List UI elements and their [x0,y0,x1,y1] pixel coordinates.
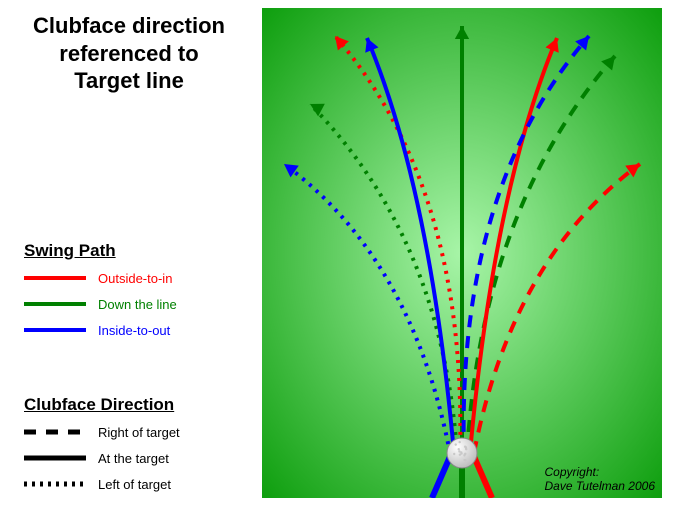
page-title: Clubface direction referenced to Target … [14,12,244,95]
clubface-direction-legend: Clubface Direction Right of target At the… [24,395,180,499]
swing-path-label: Down the line [98,297,177,312]
swing-path-label: Inside-to-out [98,323,170,338]
swing-path-legend-row: Down the line [24,293,177,315]
swing-path-legend: Swing Path Outside-to-in Down the line Ins… [24,241,177,345]
ball-flight-diagram [262,8,662,498]
copyright-notice: Copyright: Dave Tutelman 2006 [544,466,655,494]
clubface-label: Right of target [98,425,180,440]
clubface-line-sample [24,422,86,442]
clubface-legend-row: At the target [24,447,180,469]
clubface-heading: Clubface Direction [24,395,180,415]
clubface-label: Left of target [98,477,171,492]
swing-path-swatch [24,302,86,306]
diagram-svg [262,8,662,498]
title-line-1: Clubface direction [14,12,244,40]
clubface-legend-row: Right of target [24,421,180,443]
clubface-legend-row: Left of target [24,473,180,495]
swing-path-heading: Swing Path [24,241,177,261]
clubface-line-sample [24,448,86,468]
swing-path-legend-row: Outside-to-in [24,267,177,289]
swing-path-label: Outside-to-in [98,271,172,286]
swing-path-swatch [24,276,86,280]
swing-path-legend-row: Inside-to-out [24,319,177,341]
clubface-label: At the target [98,451,169,466]
title-line-2: referenced to [14,40,244,68]
copyright-line-1: Copyright: [544,466,655,480]
copyright-line-2: Dave Tutelman 2006 [544,480,655,494]
clubface-line-sample [24,474,86,494]
swing-path-swatch [24,328,86,332]
title-line-3: Target line [14,67,244,95]
